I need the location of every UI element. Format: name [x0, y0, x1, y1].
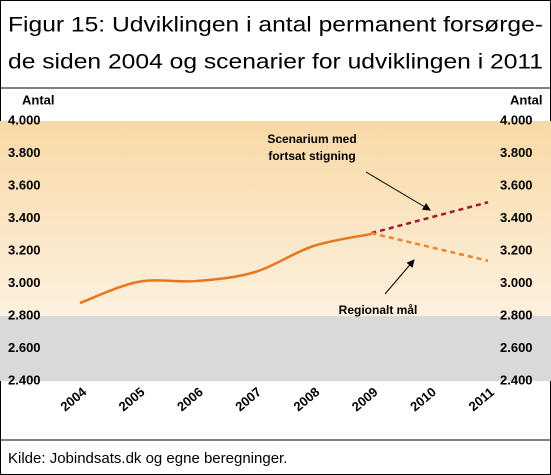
y-tick-label: 3.800	[8, 145, 41, 160]
annotation: Regionalt mål	[339, 303, 418, 317]
y-tick-label: 3.600	[8, 177, 41, 192]
y-tick-label: 3.000	[8, 275, 41, 290]
plot-background-lower	[0, 316, 551, 381]
title-line: de siden 2004 og scenarier for udvikling…	[8, 51, 543, 74]
y2-tick-label: 3.000	[500, 275, 533, 290]
data-line	[371, 231, 489, 262]
x-tick-label: 2007	[232, 384, 264, 414]
y-tick-label: 2.800	[8, 307, 41, 322]
x-tick-label: 2009	[349, 384, 381, 414]
annotation: fortsat stigning	[268, 149, 355, 163]
y-tick-label: 3.400	[8, 210, 41, 225]
title-line: Figur 15: Udviklingen i antal permanent …	[8, 14, 543, 37]
annotation-arrow	[365, 171, 431, 211]
y2-tick-label: 4.000	[500, 112, 533, 127]
annotation: Scenarium med	[267, 132, 356, 146]
y-tick-label: 2.400	[8, 372, 41, 387]
data-line	[79, 232, 372, 305]
y-tick-label: 4.000	[8, 112, 41, 127]
x-tick-label: 2010	[407, 384, 439, 414]
y2-tick-label: 2.800	[500, 307, 533, 322]
x-tick-label: 2008	[291, 384, 323, 414]
y2-tick-label: 3.600	[500, 177, 533, 192]
source: Kilde: Jobindsats.dk og egne beregninger…	[8, 450, 287, 467]
y2-axis-label: Antal	[510, 92, 543, 107]
y2-tick-label: 2.400	[500, 372, 533, 387]
y2-tick-label: 3.800	[500, 145, 533, 160]
annotation-arrow	[384, 259, 415, 295]
plot-background	[0, 121, 551, 316]
y-tick-label: 2.600	[8, 340, 41, 355]
x-tick-label: 2004	[57, 384, 89, 415]
y2-tick-label: 2.600	[500, 340, 533, 355]
x-tick-label: 2005	[116, 384, 148, 414]
x-tick-label: 2006	[174, 384, 206, 414]
y-axis-label: Antal	[22, 92, 55, 107]
x-tick-label: 2011	[466, 384, 497, 414]
y2-tick-label: 3.200	[500, 242, 533, 257]
y-tick-label: 3.200	[8, 242, 41, 257]
y2-tick-label: 3.400	[500, 210, 533, 225]
data-line	[371, 201, 489, 235]
